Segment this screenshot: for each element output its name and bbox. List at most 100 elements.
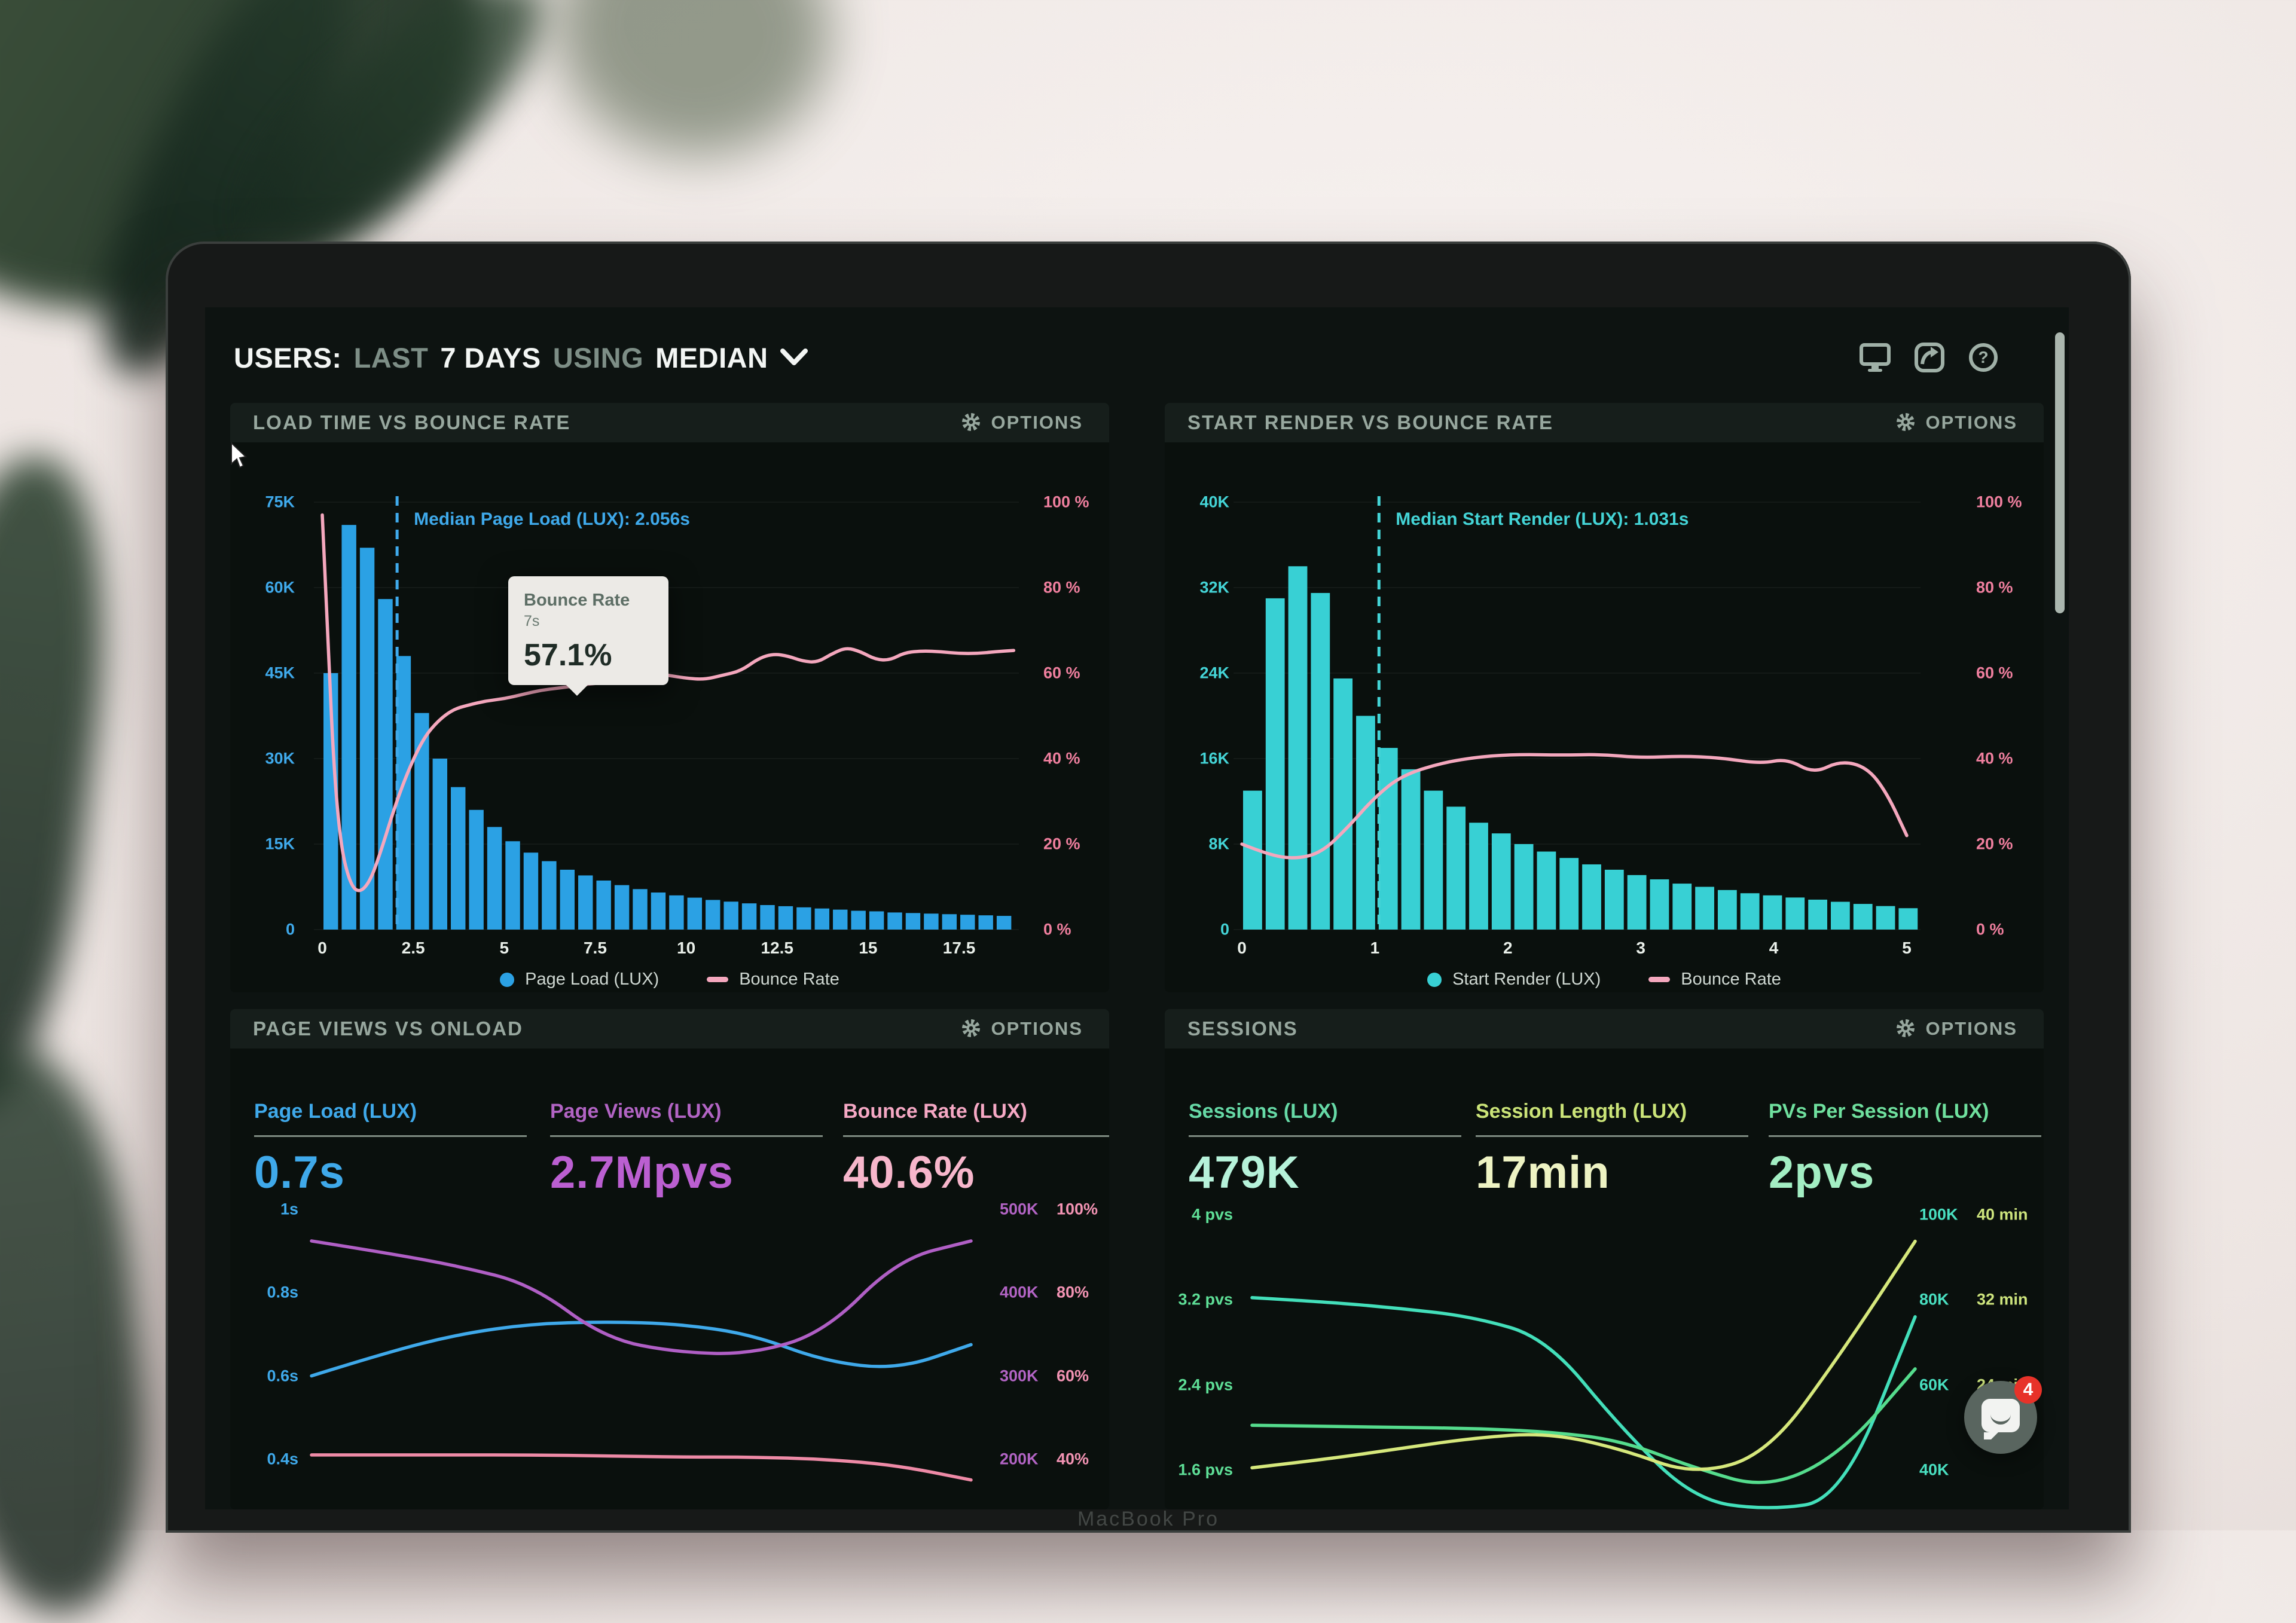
- laptop-brand-label: MacBook Pro: [1077, 1508, 1220, 1530]
- histogram-bar[interactable]: [1446, 806, 1466, 930]
- legend-item[interactable]: Page Load (LUX): [500, 970, 659, 989]
- legend-item[interactable]: Bounce Rate: [707, 970, 839, 989]
- histogram-bar[interactable]: [978, 915, 993, 930]
- histogram-bar[interactable]: [633, 889, 648, 930]
- histogram-bar[interactable]: [1265, 598, 1285, 930]
- histogram-bar[interactable]: [651, 893, 666, 930]
- histogram-bar[interactable]: [542, 861, 557, 930]
- histogram-bar[interactable]: [1898, 908, 1918, 930]
- histogram-bar[interactable]: [924, 913, 939, 930]
- share-button[interactable]: [1915, 343, 1944, 372]
- histogram-bar[interactable]: [814, 908, 830, 930]
- options-button[interactable]: OPTIONS: [957, 411, 1086, 435]
- legend-item[interactable]: Bounce Rate: [1648, 970, 1781, 989]
- histogram-bar[interactable]: [1604, 869, 1624, 930]
- histogram-bar[interactable]: [996, 916, 1012, 930]
- histogram-bar[interactable]: [942, 914, 957, 930]
- histogram-bar[interactable]: [1853, 904, 1873, 930]
- histogram-bar[interactable]: [1785, 897, 1805, 930]
- histogram-bar[interactable]: [614, 885, 630, 930]
- histogram-bar[interactable]: [706, 900, 720, 930]
- chart-area[interactable]: Sessions (LUX) 479K Session Length (LUX) 17…: [1165, 1049, 2044, 1509]
- histogram-bar[interactable]: [905, 913, 921, 930]
- histogram-bar[interactable]: [1469, 823, 1488, 930]
- series-line-pvs-per-session: [1250, 1367, 1917, 1484]
- y-axis-right-label: 40%: [1057, 1450, 1089, 1468]
- users-range-dropdown[interactable]: USERS: LAST 7 DAYS USING MEDIAN: [234, 341, 808, 374]
- histogram-bar[interactable]: [487, 827, 502, 930]
- scrollbar-thumb[interactable]: [2055, 332, 2065, 613]
- histogram-bar[interactable]: [960, 915, 975, 930]
- histogram-bar[interactable]: [1672, 884, 1692, 930]
- histogram-bar[interactable]: [378, 599, 393, 930]
- legend-item[interactable]: Start Render (LUX): [1427, 970, 1601, 989]
- y-axis-right-label: 300K: [1000, 1367, 1039, 1385]
- histogram-bar[interactable]: [505, 841, 520, 930]
- options-label: OPTIONS: [1925, 1018, 2017, 1039]
- histogram-bar[interactable]: [741, 903, 757, 930]
- histogram-bar[interactable]: [1740, 893, 1760, 930]
- histogram-bar[interactable]: [760, 905, 775, 930]
- histogram-bar[interactable]: [1378, 748, 1398, 930]
- chart-area[interactable]: Page Load (LUX) 0.7s Page Views (LUX) 2.7Mp…: [230, 1049, 1109, 1509]
- options-button[interactable]: OPTIONS: [1892, 411, 2021, 435]
- histogram-bar[interactable]: [687, 897, 703, 930]
- histogram-bar[interactable]: [778, 906, 793, 930]
- histogram-bar[interactable]: [1559, 858, 1579, 930]
- histogram-bar[interactable]: [341, 525, 356, 930]
- histogram-bar[interactable]: [1876, 906, 1895, 930]
- histogram-bar[interactable]: [1763, 895, 1782, 930]
- options-button[interactable]: OPTIONS: [1892, 1017, 2021, 1041]
- metric-label: Sessions (LUX): [1189, 1100, 1338, 1123]
- notification-badge: 4: [2014, 1376, 2042, 1404]
- histogram-bar[interactable]: [1424, 790, 1443, 930]
- histogram-bar[interactable]: [596, 881, 611, 930]
- histogram-bar[interactable]: [1717, 890, 1737, 930]
- metric-block: Sessions (LUX) 479K: [1189, 1100, 1461, 1199]
- histogram-bar[interactable]: [851, 910, 866, 930]
- histogram-bar[interactable]: [1695, 887, 1714, 930]
- histogram-bar[interactable]: [1650, 879, 1669, 930]
- help-button[interactable]: ?: [1968, 343, 1998, 372]
- histogram-bar[interactable]: [451, 787, 466, 930]
- histogram-bar[interactable]: [1537, 851, 1556, 930]
- metric-value: 0.7s: [254, 1147, 345, 1198]
- y-axis-right-label: 200K: [1000, 1450, 1039, 1468]
- chart-area[interactable]: Bounce Rate 7s 57.1% 75K 100 % 60K 80 % 45K 6…: [230, 442, 1109, 992]
- histogram-bar[interactable]: [1491, 833, 1511, 930]
- histogram-bar[interactable]: [1401, 769, 1421, 930]
- histogram-bar[interactable]: [887, 912, 902, 930]
- histogram-bar[interactable]: [469, 809, 484, 930]
- histogram-bar[interactable]: [523, 852, 539, 930]
- histogram-bar[interactable]: [1333, 678, 1353, 930]
- histogram-bar[interactable]: [1356, 716, 1375, 930]
- y-axis-right-label: 20 %: [1043, 835, 1080, 853]
- histogram-bar[interactable]: [1808, 899, 1828, 930]
- histogram-bar[interactable]: [1627, 875, 1647, 930]
- histogram-bar[interactable]: [1514, 844, 1534, 930]
- histogram-bar[interactable]: [578, 875, 593, 930]
- histogram-bar[interactable]: [1831, 901, 1850, 930]
- histogram-bar[interactable]: [669, 895, 684, 930]
- histogram-bar[interactable]: [1243, 790, 1262, 930]
- options-label: OPTIONS: [1925, 412, 2017, 433]
- histogram-bar[interactable]: [833, 909, 848, 930]
- histogram-bar[interactable]: [1582, 864, 1601, 930]
- histogram-bar[interactable]: [1311, 592, 1330, 930]
- histogram-bar[interactable]: [560, 869, 575, 930]
- panel-title: LOAD TIME VS BOUNCE RATE: [253, 411, 571, 433]
- histogram-bar[interactable]: [723, 901, 738, 930]
- chat-widget-button[interactable]: 4: [1964, 1376, 2042, 1454]
- histogram-bar[interactable]: [869, 911, 884, 930]
- options-button[interactable]: OPTIONS: [957, 1017, 1086, 1041]
- display-mode-button[interactable]: [1860, 343, 1891, 372]
- x-axis-tick-label: 1: [1370, 939, 1380, 957]
- histogram-bar[interactable]: [1288, 566, 1308, 930]
- histogram-bar[interactable]: [359, 548, 375, 930]
- chart-area[interactable]: 40K 100 % 32K 80 % 24K 60 % 16K 40 % 8K 20 % 0 0 % M…: [1165, 442, 2044, 992]
- histogram-bar[interactable]: [432, 759, 448, 930]
- histogram-bar[interactable]: [796, 907, 811, 930]
- panel-sessions: SESSIONS OPTIONS Sessions (LUX) 479K Sessi…: [1165, 1009, 2044, 1509]
- y-axis-left-label: 8K: [1208, 835, 1229, 853]
- legend-dot-marker: [500, 972, 515, 987]
